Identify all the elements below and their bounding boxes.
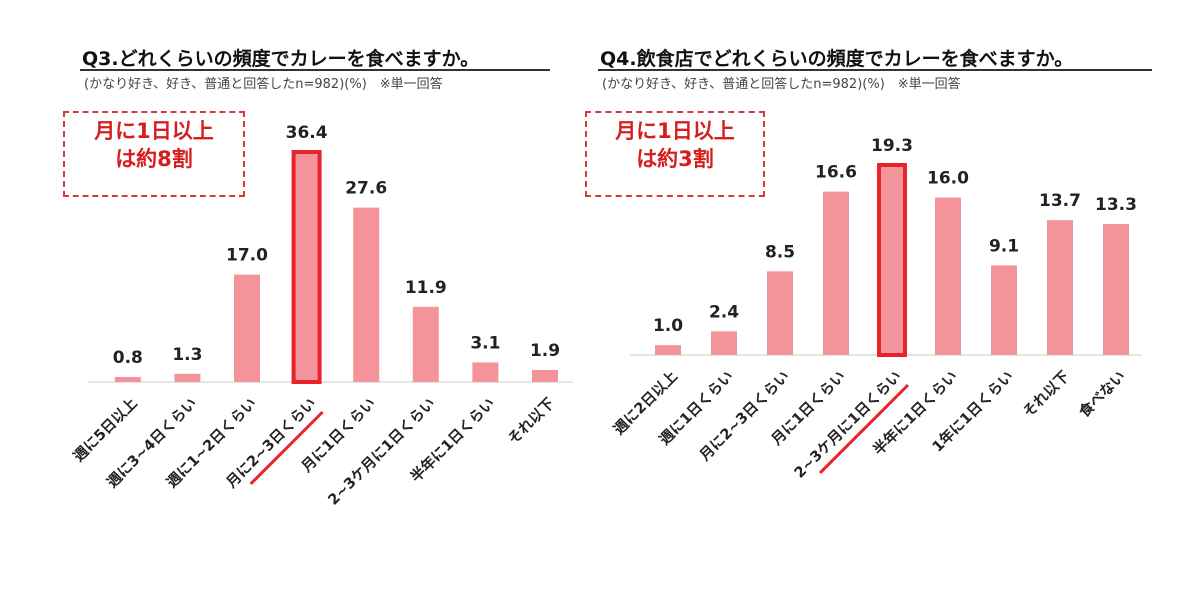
chart-q4-bar [1103, 224, 1129, 355]
chart-q4-highlight-underline [818, 383, 910, 475]
chart-q3-value-label: 27.6 [345, 179, 387, 199]
chart-q4-category-label: 2~3ケ月に1日くらい [791, 368, 905, 482]
chart-q4-title: Q4.飲食店でどれくらいの頻度でカレーを食べますか。 [600, 48, 1074, 70]
chart-q3-title-rule [80, 69, 550, 71]
chart-q4-panel: Q4.飲食店でどれくらいの頻度でカレーを食べますか。 (かなり好き、好き、普通と… [585, 0, 1200, 600]
chart-q4-bar [991, 265, 1017, 355]
chart-q4-callout-line2: は約3割 [636, 147, 714, 171]
chart-q4-value-label: 13.7 [1039, 191, 1081, 211]
chart-q4-title-rule [598, 69, 1152, 71]
chart-q3-plot: 0.8週に5日以上1.3週に3~4日くらい17.0週に1~2日くらい36.4月に… [70, 123, 573, 509]
chart-q4-value-label: 8.5 [765, 242, 795, 262]
chart-q3-callout: 月に1日以上 は約8割 [63, 111, 245, 197]
chart-q4-value-label: 16.6 [815, 163, 857, 183]
chart-q4-plot: 1.0週に2日以上2.4週に1日くらい8.5月に2~3日くらい16.6月に1日く… [610, 136, 1142, 482]
chart-q3-callout-line2: は約8割 [115, 147, 193, 171]
chart-q4-value-label: 1.0 [653, 316, 683, 336]
chart-q3-bar [412, 306, 439, 382]
chart-q3-value-label: 17.0 [226, 246, 268, 266]
chart-q3-title: Q3.どれくらいの頻度でカレーを食べますか。 [82, 48, 480, 70]
chart-q3-value-label: 36.4 [286, 123, 328, 143]
chart-q4-category-label: それ以下 [1020, 368, 1073, 421]
chart-q4-value-label: 16.0 [927, 168, 969, 188]
chart-q4-value-label: 13.3 [1095, 195, 1137, 215]
chart-q3-value-label: 1.3 [172, 345, 202, 365]
chart-q3-category-label: それ以下 [505, 395, 558, 448]
chart-q3-bar [353, 207, 380, 382]
chart-q3-callout-line1: 月に1日以上 [94, 119, 214, 143]
chart-q4-callout: 月に1日以上 は約3割 [585, 111, 765, 197]
chart-q4-bar [823, 191, 849, 355]
chart-q4-value-label: 9.1 [989, 236, 1019, 256]
chart-q3-panel: Q3.どれくらいの頻度でカレーを食べますか。 (かなり好き、好き、普通と回答した… [63, 48, 573, 509]
chart-q3-bar-highlight [291, 150, 322, 384]
chart-q3-value-label: 11.9 [405, 278, 447, 298]
chart-q4-bar-highlight [877, 163, 907, 357]
chart-q3-value-label: 0.8 [113, 348, 143, 368]
chart-q4-subtitle: (かなり好き、好き、普通と回答したn=982)(%) ※単一回答 [602, 77, 961, 92]
chart-q4-bar [1047, 220, 1073, 355]
chart-q4-bar [655, 345, 681, 355]
chart-q4-bar [711, 331, 737, 355]
chart-q3-highlight-underline [249, 410, 324, 486]
chart-q4-callout-line1: 月に1日以上 [615, 119, 735, 143]
chart-q3-bar [174, 373, 201, 382]
chart-q3-value-label: 3.1 [470, 333, 500, 353]
chart-q3-category-label: 2~3ケ月に1日くらい [325, 395, 439, 509]
chart-q4-bar [935, 197, 961, 355]
chart-q3-bar [532, 369, 558, 382]
chart-q4-value-label: 19.3 [871, 136, 913, 156]
chart-q3-subtitle: (かなり好き、好き、普通と回答したn=982)(%) ※単一回答 [84, 77, 443, 92]
chart-q3-bar [472, 362, 499, 382]
chart-q4-value-label: 2.4 [709, 302, 739, 322]
chart-q4-category-label: 食べない [1075, 367, 1129, 421]
chart-q3-bar [114, 376, 141, 382]
chart-q3-value-label: 1.9 [530, 341, 560, 361]
chart-q3-bar [234, 274, 260, 382]
chart-q4-bar [767, 271, 793, 355]
